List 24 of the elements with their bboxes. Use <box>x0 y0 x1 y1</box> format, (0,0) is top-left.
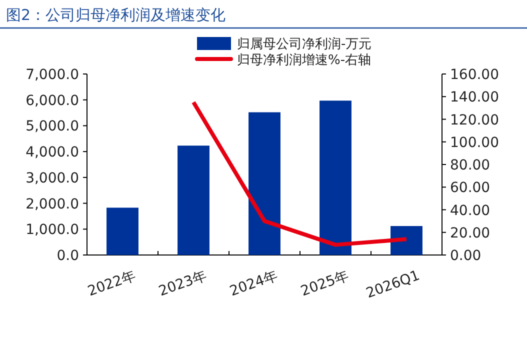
y-tick-label: 2,000.0 <box>26 196 79 212</box>
x-tick-label: 2025年 <box>298 268 351 300</box>
y2-tick-label: 40.00 <box>450 202 490 219</box>
y2-tick-label: 80.00 <box>450 158 490 174</box>
y2-tick-label: 160.00 <box>450 67 499 83</box>
x-tick-label: 2024年 <box>228 268 280 300</box>
x-tick-label: 2023年 <box>156 268 209 300</box>
y2-tick-label: 140.00 <box>450 90 499 106</box>
title: 图2：公司归母净利润及增速变化 <box>6 6 226 24</box>
y-tick-label: 3,000.0 <box>26 170 79 186</box>
legend-label: 归母净利润增速%-右轴 <box>237 53 372 68</box>
y2-tick-label: 60.00 <box>450 180 490 196</box>
y2-tick-label: 0.00 <box>450 248 482 264</box>
y2-tick-label: 20.00 <box>450 225 490 242</box>
legend-label: 归属母公司净利润-万元 <box>237 37 372 52</box>
y-tick-label: 5,000.0 <box>26 118 79 135</box>
y2-tick-label: 100.00 <box>450 134 499 151</box>
y2-tick-label: 120.00 <box>450 112 499 128</box>
y-tick-label: 6,000.0 <box>26 92 79 109</box>
y-tick-label: 0.0 <box>56 248 79 264</box>
y-tick-label: 4,000.0 <box>26 144 79 161</box>
y-tick-label: 7,000.0 <box>26 67 79 83</box>
y-tick-label: 1,000.0 <box>26 222 79 238</box>
x-tick-label: 2022年 <box>86 268 138 300</box>
